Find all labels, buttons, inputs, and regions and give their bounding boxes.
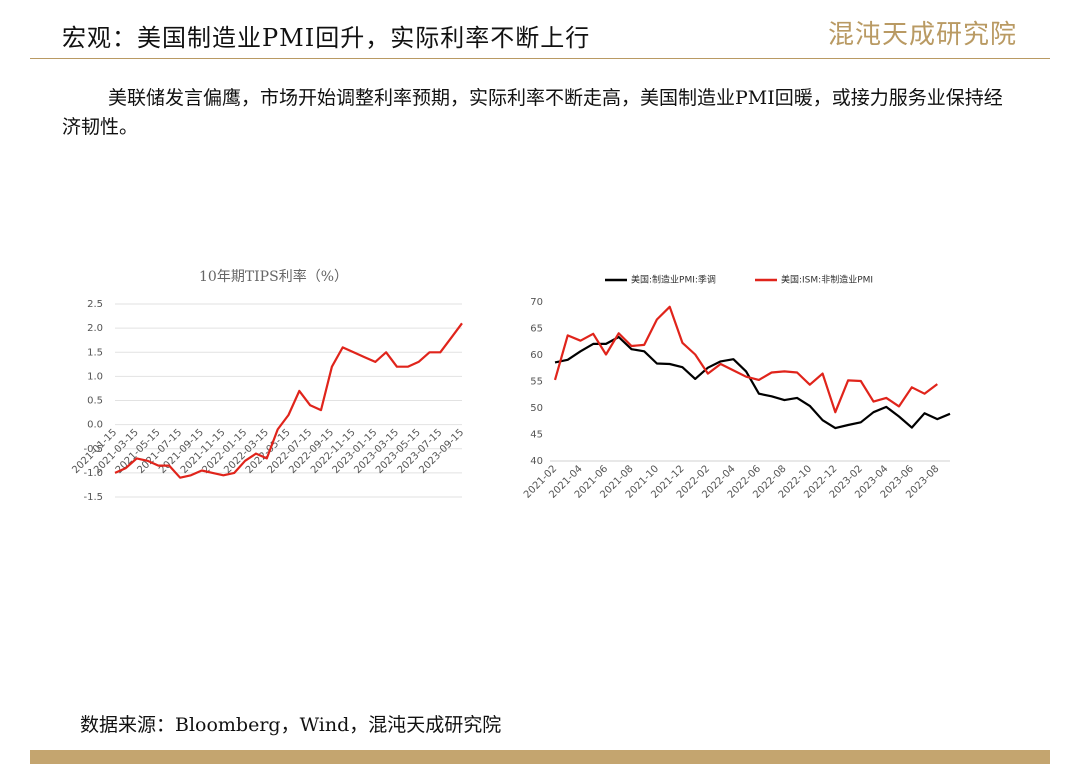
y-tick-label: 2.5	[87, 299, 103, 310]
y-tick-label: -1.0	[83, 468, 103, 479]
slide-title: 宏观：美国制造业PMI回升，实际利率不断上行	[62, 24, 591, 52]
y-tick-label: 0.0	[87, 420, 103, 431]
data-line	[554, 335, 951, 430]
y-tick-label: -1.5	[83, 492, 103, 503]
y-tick-label: 0.5	[87, 396, 103, 407]
y-tick-label: 40	[530, 456, 543, 467]
paragraph: 美联储发言偏鹰，市场开始调整利率预期，实际利率不断走高，美国制造业PMI回暖，或…	[62, 87, 1003, 138]
footer-bar	[30, 750, 1050, 764]
data-line	[114, 322, 463, 479]
y-tick-label: 1.5	[87, 347, 103, 358]
chart-title: 10年期TIPS利率（%）	[199, 268, 348, 285]
source-note: 数据来源：Bloomberg，Wind，混沌天成研究院	[80, 714, 502, 736]
header-rule	[30, 58, 1050, 59]
legend-label: 美国:制造业PMI:季调	[631, 274, 716, 286]
y-tick-label: 65	[530, 324, 543, 335]
y-tick-label: 45	[530, 430, 543, 441]
y-tick-label: 70	[530, 297, 543, 308]
y-tick-label: -0.5	[83, 444, 103, 455]
y-tick-label: 50	[530, 403, 543, 414]
y-tick-label: 1.0	[87, 371, 103, 382]
y-tick-label: 60	[530, 350, 543, 361]
legend-label: 美国:ISM:非制造业PMI	[781, 274, 873, 286]
y-tick-label: 55	[530, 377, 543, 388]
logo: 混沌天成研究院	[828, 20, 1018, 50]
data-line	[553, 305, 938, 414]
y-tick-label: 2.0	[87, 323, 103, 334]
